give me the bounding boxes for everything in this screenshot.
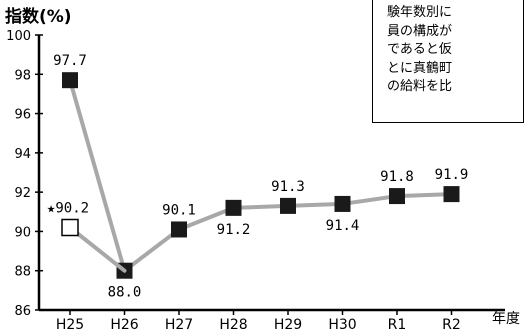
x-tick-label: H28 xyxy=(219,317,247,333)
data-label: 90.1 xyxy=(162,202,196,218)
note-line: の給料を比 xyxy=(387,79,453,94)
y-axis-title: 指数(%) xyxy=(5,6,72,27)
y-tick-label: 96 xyxy=(14,108,31,123)
reference-line xyxy=(68,225,127,273)
data-point xyxy=(225,199,242,216)
x-tick-label: R1 xyxy=(388,317,407,333)
data-label: 91.4 xyxy=(326,218,360,234)
y-tick-label: 88 xyxy=(14,265,31,280)
x-tick-label: H30 xyxy=(328,317,356,333)
y-tick-label: 94 xyxy=(14,147,31,162)
y-tick-label: 90 xyxy=(14,225,31,240)
data-point xyxy=(443,186,460,203)
data-label: 91.3 xyxy=(271,179,305,195)
data-point xyxy=(171,221,187,238)
x-tick-label: H26 xyxy=(110,317,138,333)
data-point xyxy=(280,197,296,214)
data-label: 97.7 xyxy=(53,53,87,69)
reference-label: ★90.2 xyxy=(47,201,89,217)
note-line: とに真鶴町 xyxy=(387,60,453,76)
data-point xyxy=(62,72,78,89)
data-label: 91.8 xyxy=(380,169,414,185)
data-label: 91.9 xyxy=(435,167,469,183)
note-line: 験年数別に xyxy=(387,5,453,20)
note-line: であると仮 xyxy=(387,42,452,57)
data-label: 88.0 xyxy=(108,285,142,301)
y-tick-label: 92 xyxy=(14,186,31,201)
note-box: 験年数別に 員の構成が であると仮 とに真鶴町 の給料を比 xyxy=(372,0,524,123)
reference-point xyxy=(61,218,79,237)
y-tick-label: 98 xyxy=(14,68,31,83)
x-axis-title: 年度 xyxy=(492,311,520,327)
x-tick-label: H25 xyxy=(56,317,84,333)
x-tick-label: H29 xyxy=(274,317,302,333)
x-tick-label: H27 xyxy=(165,317,193,333)
series-line xyxy=(68,78,454,273)
data-point xyxy=(389,188,405,205)
y-tick-label: 86 xyxy=(14,304,31,319)
data-label: 91.2 xyxy=(217,222,251,238)
x-tick-label: R2 xyxy=(442,317,461,333)
y-tick-label: 100 xyxy=(6,29,31,44)
data-point xyxy=(334,195,351,212)
note-line: 員の構成が xyxy=(387,23,453,39)
